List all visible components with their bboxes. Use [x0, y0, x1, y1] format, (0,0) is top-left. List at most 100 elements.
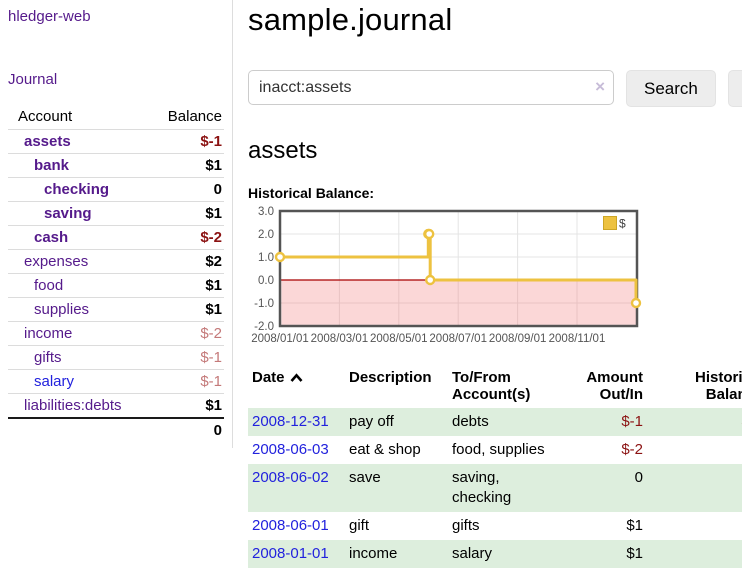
account-link-salary[interactable]: salary	[34, 373, 75, 390]
accounts-header-account: Account	[18, 108, 73, 125]
account-heading: assets	[248, 137, 318, 164]
account-balance: $-1	[200, 373, 222, 390]
data-point	[424, 274, 436, 286]
transaction-accounts: gifts	[452, 517, 480, 534]
account-link-bank[interactable]: bank	[34, 157, 70, 174]
account-link-expenses[interactable]: expenses	[24, 253, 89, 270]
x-tick: 2008/01/01	[251, 333, 309, 345]
x-tick: 2008/03/01	[311, 333, 369, 345]
account-link-income[interactable]: income	[24, 325, 73, 342]
help-button[interactable]: ?	[727, 70, 742, 107]
transaction-amount: $-2	[621, 441, 643, 458]
search-form: × Search ?	[248, 70, 742, 107]
account-balance: $1	[205, 157, 222, 174]
y-tick: 2.0	[258, 229, 274, 241]
sidebar-item-journal[interactable]: Journal	[8, 71, 58, 88]
transaction-amount: $-1	[621, 413, 643, 430]
legend-label: $	[619, 217, 626, 231]
search-input[interactable]	[248, 70, 614, 105]
register-row: 2008-06-02 save saving, checking 0 $2	[248, 464, 742, 512]
chart-title: Historical Balance:	[248, 185, 375, 201]
account-row: checking 0	[8, 177, 224, 202]
transaction-date-link[interactable]: 2008-06-03	[252, 441, 329, 458]
transaction-date-link[interactable]: 2008-06-01	[252, 517, 329, 534]
clear-search-icon[interactable]: ×	[595, 77, 605, 96]
app-title-link[interactable]: hledger-web	[8, 8, 91, 25]
register-header-accounts: To/From Account(s)	[452, 369, 531, 403]
y-tick: 1.0	[258, 252, 274, 264]
page-title: sample.journal	[248, 2, 453, 37]
transaction-description: eat & shop	[349, 441, 421, 458]
account-row: expenses $2	[8, 249, 224, 274]
transaction-description: gift	[349, 517, 370, 534]
account-row: gifts $-1	[8, 345, 224, 370]
account-link-supplies[interactable]: supplies	[34, 301, 90, 318]
account-row: bank $1	[8, 153, 224, 178]
account-row: cash $-2	[8, 225, 224, 250]
accounts-header-balance: Balance	[167, 108, 222, 125]
register-row: 2008-01-01 income salary $1 $1	[248, 540, 742, 568]
account-link-liabilities-debts[interactable]: liabilities:debts	[24, 397, 122, 414]
account-row: salary $-1	[8, 369, 224, 394]
data-points	[274, 228, 642, 309]
accounts-total-row: 0	[8, 417, 224, 442]
y-tick: -1.0	[254, 298, 274, 310]
sort-arrow-icon	[290, 373, 302, 382]
account-balance: $-1	[200, 349, 222, 366]
main-content: sample.journal × Search ? assets Histori…	[233, 0, 742, 578]
account-link-cash[interactable]: cash	[34, 229, 69, 246]
chart-legend: $	[603, 216, 626, 231]
account-row: food $1	[8, 273, 224, 298]
register-header-balance: Historical Balance	[694, 369, 742, 403]
account-link-food[interactable]: food	[34, 277, 64, 294]
transaction-date-link[interactable]: 2008-12-31	[252, 413, 329, 430]
transaction-description: save	[349, 469, 381, 486]
account-balance: $-1	[200, 133, 222, 150]
accounts-total-value: 0	[213, 422, 222, 439]
account-row: assets $-1	[8, 129, 224, 154]
search-button[interactable]: Search	[626, 70, 716, 107]
register-header-date[interactable]: Date	[248, 366, 345, 408]
transaction-accounts: debts	[452, 413, 489, 430]
accounts-table: Account Balance assets $-1 bank $1 checkin…	[8, 104, 224, 442]
register-row: 2008-12-31 pay off debts $-1 $-1	[248, 408, 742, 436]
transaction-accounts: saving, checking	[452, 469, 512, 506]
account-balance: $1	[205, 397, 222, 414]
register-table: Date Description To/From Account(s) Amou…	[248, 366, 742, 568]
transaction-date-link[interactable]: 2008-01-01	[252, 545, 329, 562]
transaction-date-link[interactable]: 2008-06-02	[252, 469, 329, 486]
account-row: income $-2	[8, 321, 224, 346]
sidebar: hledger-web Journal Account Balance asse…	[0, 0, 233, 448]
account-link-assets[interactable]: assets	[24, 133, 71, 150]
transaction-description: income	[349, 545, 398, 562]
account-link-saving[interactable]: saving	[44, 205, 92, 222]
transaction-amount: $1	[626, 545, 643, 562]
search-box: ×	[248, 70, 614, 107]
transaction-description: pay off	[349, 413, 394, 430]
transaction-accounts: salary	[452, 545, 493, 562]
account-row: saving $1	[8, 201, 224, 226]
transaction-accounts: food, supplies	[452, 441, 545, 458]
balance-chart: $ 3.0 2.0 1.0 0.0 -1.0 -2.0 2008/01/01 2…	[251, 206, 642, 345]
transaction-amount: $1	[626, 517, 643, 534]
account-balance: $-2	[200, 325, 222, 342]
account-balance: 0	[213, 181, 222, 198]
register-row: 2008-06-01 gift gifts $1 $2	[248, 512, 742, 540]
account-balance: $1	[205, 205, 222, 222]
y-tick: 3.0	[258, 206, 274, 218]
legend-swatch	[603, 216, 617, 230]
account-link-gifts[interactable]: gifts	[34, 349, 62, 366]
account-row: liabilities:debts $1	[8, 393, 224, 418]
x-tick: 2008/07/01	[429, 333, 487, 345]
account-balance: $-2	[200, 229, 222, 246]
data-point	[630, 297, 642, 309]
negative-region	[281, 280, 636, 325]
data-point	[423, 228, 435, 240]
register-row: 2008-06-03 eat & shop food, supplies $-2…	[248, 436, 742, 464]
y-tick: 0.0	[258, 275, 274, 287]
x-tick: 2008/05/01	[370, 333, 428, 345]
data-point	[274, 251, 286, 263]
x-tick: 2008/09/01	[489, 333, 547, 345]
account-link-checking[interactable]: checking	[44, 181, 110, 198]
account-balance: $1	[205, 301, 222, 318]
